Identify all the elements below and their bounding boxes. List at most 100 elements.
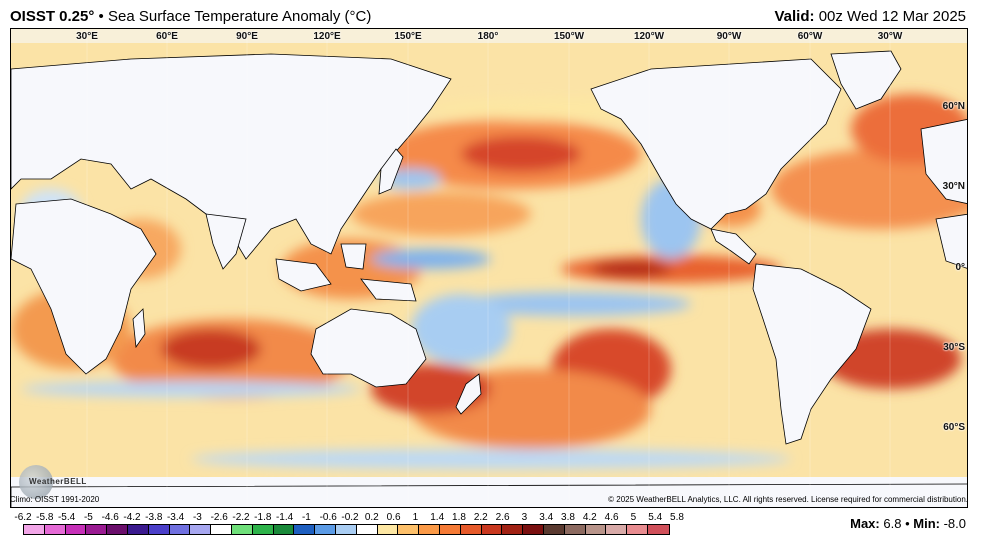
lon-label: 150°E [394, 31, 422, 42]
lat-label: 60°S [943, 422, 965, 433]
indonesia [275, 258, 332, 292]
new-zealand [455, 373, 482, 415]
colorbar-tick-label: 5.8 [670, 512, 684, 523]
colorbar-tick-label: 3 [521, 512, 528, 523]
colorbar-tick-label: -1 [301, 512, 311, 523]
lon-label: 90°E [236, 31, 258, 42]
antarctica [11, 483, 967, 507]
west-africa-edge [935, 213, 967, 269]
colorbar-swatch [190, 525, 212, 534]
colorbar-tick-label: -3.8 [145, 512, 163, 523]
lon-label: 120°W [633, 31, 665, 42]
new-guinea [360, 278, 417, 302]
map-canvas [11, 29, 967, 507]
land-masses [11, 50, 967, 507]
eurasia [11, 53, 452, 260]
colorbar-swatch [356, 525, 378, 534]
colorbar-swatch [502, 525, 524, 534]
colorbar-tick-label: -5 [83, 512, 93, 523]
colorbar-swatch [606, 525, 628, 534]
colorbar-swatch [169, 525, 191, 534]
north-america [590, 58, 842, 230]
lon-label: 120°E [313, 31, 341, 42]
max-min-separator: • [905, 516, 910, 531]
japan [378, 148, 404, 195]
lon-label: 60°E [156, 31, 178, 42]
graticule [86, 29, 891, 507]
colorbar-tick-label: 3.8 [561, 512, 575, 523]
max-label: Max: [850, 516, 880, 531]
climatology-note: Climo: OISST 1991-2020 [10, 495, 100, 504]
colorbar-swatch [273, 525, 295, 534]
india [205, 213, 247, 270]
colorbar-tick-label: 4.6 [604, 512, 619, 523]
colorbar-swatch [460, 525, 482, 534]
africa [11, 198, 157, 375]
colorbar-swatch [627, 525, 648, 534]
sst-anomaly-map: 30°E 60°E 90°E 120°E 150°E 180° 150°W 12… [10, 28, 968, 508]
madagascar [132, 308, 146, 349]
max-min-readout: Max: 6.8 • Min: -8.0 [850, 516, 966, 531]
colorbar-tick-label: 0.6 [386, 512, 401, 523]
colorbar: -6.2 -5.8 -5.4 -5 -4.6 -4.2 -3.8 -3.4 -3 -2.6 -2.2… [14, 512, 715, 535]
colorbar-swatch [585, 525, 607, 534]
colorbar-tick-label: -1.8 [254, 512, 272, 523]
colorbar-tick-label: -0.2 [341, 512, 359, 523]
lat-label: 30°S [943, 342, 965, 353]
product-name: OISST 0.25 [10, 8, 89, 25]
lon-label: 180° [477, 31, 499, 42]
colorbar-tick-labels: -6.2 -5.8 -5.4 -5 -4.6 -4.2 -3.8 -3.4 -3 -2.6 -2.2… [14, 512, 715, 523]
colorbar-tick-label: -5.4 [57, 512, 76, 523]
colorbar-tick-label: -3.4 [166, 512, 185, 523]
colorbar-swatch [315, 525, 336, 534]
weatherbell-logo: WeatherBELL [19, 465, 91, 499]
colorbar-swatch [65, 525, 87, 534]
title-separator: • [98, 8, 104, 25]
colorbar-swatch [231, 525, 253, 534]
colorbar-tick-label: 4.2 [582, 512, 597, 523]
colorbar-swatch [398, 525, 420, 534]
lat-label: 0° [955, 262, 965, 273]
colorbar-tick-label: -4.2 [123, 512, 141, 523]
colorbar-swatch [419, 525, 440, 534]
colorbar-tick-label: -3 [192, 512, 202, 523]
lon-label: 150°W [553, 31, 585, 42]
colorbar-tick-label: 3.4 [539, 512, 554, 523]
colorbar-tick-label: -2.6 [210, 512, 228, 523]
valid-time: Valid: 00z Wed 12 Mar 2025 [775, 8, 967, 25]
colorbar-swatch [335, 525, 357, 534]
australia [310, 308, 427, 388]
map-title: OISST 0.25° • Sea Surface Temperature An… [10, 8, 371, 25]
lon-label: 30°E [76, 31, 98, 42]
northern-ice-band [11, 29, 967, 43]
colorbar-tick-label: -4.6 [101, 512, 119, 523]
colorbar-swatch [523, 525, 544, 534]
colorbar-swatches [23, 524, 670, 535]
colorbar-swatch [24, 525, 45, 534]
colorbar-tick-label: -5.8 [36, 512, 54, 523]
colorbar-tick-label: 1.4 [430, 512, 445, 523]
philippines [340, 243, 367, 270]
lon-label: 30°W [877, 31, 903, 42]
colorbar-swatch [44, 525, 66, 534]
lon-label: 90°W [716, 31, 742, 42]
colorbar-swatch [294, 525, 316, 534]
europe-west [920, 119, 967, 204]
greenland [830, 50, 902, 110]
valid-label: Valid: [774, 8, 815, 25]
central-america [710, 228, 757, 265]
copyright-notice: © 2025 WeatherBELL Analytics, LLC. All r… [608, 495, 968, 504]
field-title: Sea Surface Temperature Anomaly (°C) [107, 8, 372, 25]
longitude-labels: 30°E 60°E 90°E 120°E 150°E 180° 150°W 12… [11, 31, 967, 45]
colorbar-tick-label: 1.8 [452, 512, 466, 523]
colorbar-swatch [543, 525, 565, 534]
lon-label: 60°W [797, 31, 823, 42]
min-value: -8.0 [943, 516, 966, 531]
colorbar-tick-label: 2.6 [495, 512, 510, 523]
lat-label: 60°N [942, 101, 965, 112]
lat-label: 30°N [942, 181, 965, 192]
colorbar-swatch [439, 525, 461, 534]
colorbar-tick-label: 1 [412, 512, 419, 523]
colorbar-swatch [377, 525, 399, 534]
colorbar-swatch [107, 525, 128, 534]
